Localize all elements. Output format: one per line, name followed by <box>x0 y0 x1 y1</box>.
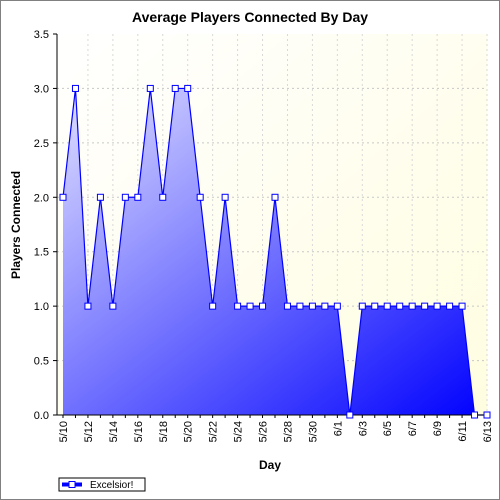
data-point-marker <box>246 302 254 310</box>
x-tick-label: 6/5 <box>382 421 394 436</box>
x-tick-label: 5/16 <box>133 421 145 442</box>
data-point-marker <box>96 193 104 201</box>
legend: Excelsior! <box>58 477 146 492</box>
data-point-marker <box>134 193 142 201</box>
data-point-marker <box>209 302 217 310</box>
x-tick-label: 5/14 <box>108 421 120 442</box>
y-tick-label: 0.5 <box>34 356 49 368</box>
data-point-marker <box>483 411 491 419</box>
data-point-marker <box>396 302 404 310</box>
data-point-marker <box>408 302 416 310</box>
y-tick-label: 1.0 <box>34 301 49 313</box>
x-tick-label: 6/11 <box>457 421 469 442</box>
data-point-marker <box>59 193 67 201</box>
legend-box <box>58 477 146 492</box>
x-tick-label: 6/3 <box>357 421 369 436</box>
x-tick-labels: 5/10 5/12 5/14 5/16 5/18 5/20 5/22 5/24 5/26 5/28… <box>58 415 494 442</box>
data-point-marker <box>458 302 466 310</box>
x-tick-label: 5/20 <box>183 421 195 442</box>
data-point-marker <box>259 302 267 310</box>
y-tick-label: 3.0 <box>34 83 49 95</box>
data-point-marker <box>159 193 167 201</box>
data-point-marker <box>71 84 79 92</box>
data-point-marker <box>196 193 204 201</box>
data-point-marker <box>308 302 316 310</box>
y-tick-label: 3.5 <box>34 29 49 41</box>
x-tick-label: 6/13 <box>482 421 494 442</box>
x-tick-label: 5/24 <box>233 421 245 442</box>
data-point-marker <box>171 84 179 92</box>
x-tick-label: 6/9 <box>432 421 444 436</box>
data-point-marker <box>371 302 379 310</box>
series-markers <box>59 84 491 419</box>
data-point-marker <box>421 302 429 310</box>
data-point-marker <box>121 193 129 201</box>
data-point-marker <box>433 302 441 310</box>
series-area-fill <box>63 88 487 415</box>
data-point-marker <box>446 302 454 310</box>
data-point-marker <box>146 84 154 92</box>
data-point-marker <box>346 411 354 419</box>
data-point-marker <box>283 302 291 310</box>
data-point-marker <box>321 302 329 310</box>
data-point-marker <box>184 84 192 92</box>
y-tick-label: 0.0 <box>34 410 49 422</box>
y-axis-label: Players Connected <box>9 171 23 279</box>
data-point-marker <box>471 411 479 419</box>
chart-title: Average Players Connected By Day <box>132 9 368 25</box>
data-point-marker <box>358 302 366 310</box>
data-point-marker <box>333 302 341 310</box>
data-point-marker <box>271 193 279 201</box>
legend-swatch-marker <box>68 481 76 488</box>
x-tick-label: 5/28 <box>282 421 294 442</box>
y-tick-label: 1.5 <box>34 247 49 259</box>
x-tick-label: 6/7 <box>407 421 419 436</box>
y-tick-label: 2.5 <box>34 138 49 150</box>
legend-series-name: Excelsior! <box>90 480 133 491</box>
x-tick-label: 6/1 <box>332 421 344 436</box>
x-tick-label: 5/12 <box>83 421 95 442</box>
x-tick-label: 5/30 <box>307 421 319 442</box>
data-point-marker <box>221 193 229 201</box>
y-tick-label: 2.0 <box>34 192 49 204</box>
axes <box>56 34 487 416</box>
data-point-marker <box>383 302 391 310</box>
data-point-marker <box>109 302 117 310</box>
data-point-marker <box>234 302 242 310</box>
data-point-marker <box>84 302 92 310</box>
data-point-marker <box>296 302 304 310</box>
x-tick-label: 5/22 <box>208 421 220 442</box>
x-axis-label: Day <box>259 458 281 472</box>
y-tick-labels: 0.0 0.5 1.0 1.5 2.0 2.5 3.0 3.5 <box>34 29 57 422</box>
x-tick-label: 5/10 <box>58 421 70 442</box>
x-tick-label: 5/18 <box>158 421 170 442</box>
x-tick-label: 5/26 <box>258 421 270 442</box>
